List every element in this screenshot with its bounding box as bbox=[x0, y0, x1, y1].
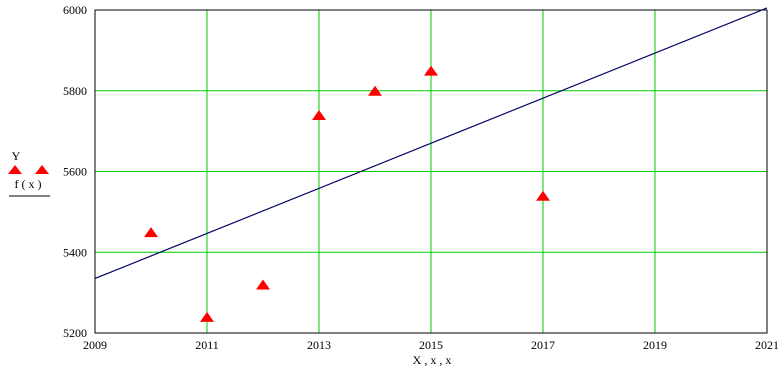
data-point-triangle bbox=[144, 227, 158, 238]
y-tick-label: 6000 bbox=[63, 3, 87, 17]
x-tick-label: 2009 bbox=[83, 338, 107, 352]
data-point-triangle bbox=[368, 85, 382, 96]
x-tick-label: 2015 bbox=[419, 338, 443, 352]
y-tick-label: 5200 bbox=[63, 326, 87, 340]
y-tick-labels: 5200 5400 5600 5800 6000 bbox=[63, 3, 87, 340]
plot-frame bbox=[94, 9, 768, 334]
x-tick-label: 2021 bbox=[755, 338, 778, 352]
data-point-triangle bbox=[536, 190, 550, 201]
y-tick-label: 5400 bbox=[63, 245, 87, 259]
data-points bbox=[144, 65, 550, 322]
x-tick-label: 2017 bbox=[531, 338, 555, 352]
y-tick-label: 5600 bbox=[63, 165, 87, 179]
x-tick-label: 2011 bbox=[195, 338, 219, 352]
fit-line bbox=[94, 7, 768, 280]
legend-triangle-icon bbox=[8, 165, 22, 174]
data-point-triangle bbox=[200, 311, 214, 322]
legend-triangle-icon bbox=[35, 165, 49, 174]
data-point-triangle bbox=[312, 109, 326, 120]
grid bbox=[94, 9, 768, 334]
y-tick-label: 5800 bbox=[63, 84, 87, 98]
data-point-triangle bbox=[256, 279, 270, 290]
x-tick-labels: 2009 2011 2013 2015 2017 2019 2021 bbox=[83, 338, 778, 352]
x-axis-title: X , x , x bbox=[413, 353, 452, 367]
y-axis-title-bottom: f ( x ) bbox=[15, 177, 42, 191]
x-tick-label: 2013 bbox=[307, 338, 331, 352]
x-tick-label: 2019 bbox=[643, 338, 667, 352]
data-point-triangle bbox=[424, 65, 438, 76]
fit-line-layer bbox=[94, 7, 768, 280]
y-axis-legend: Y f ( x ) bbox=[8, 149, 50, 197]
y-axis-title-top: Y bbox=[12, 149, 21, 163]
